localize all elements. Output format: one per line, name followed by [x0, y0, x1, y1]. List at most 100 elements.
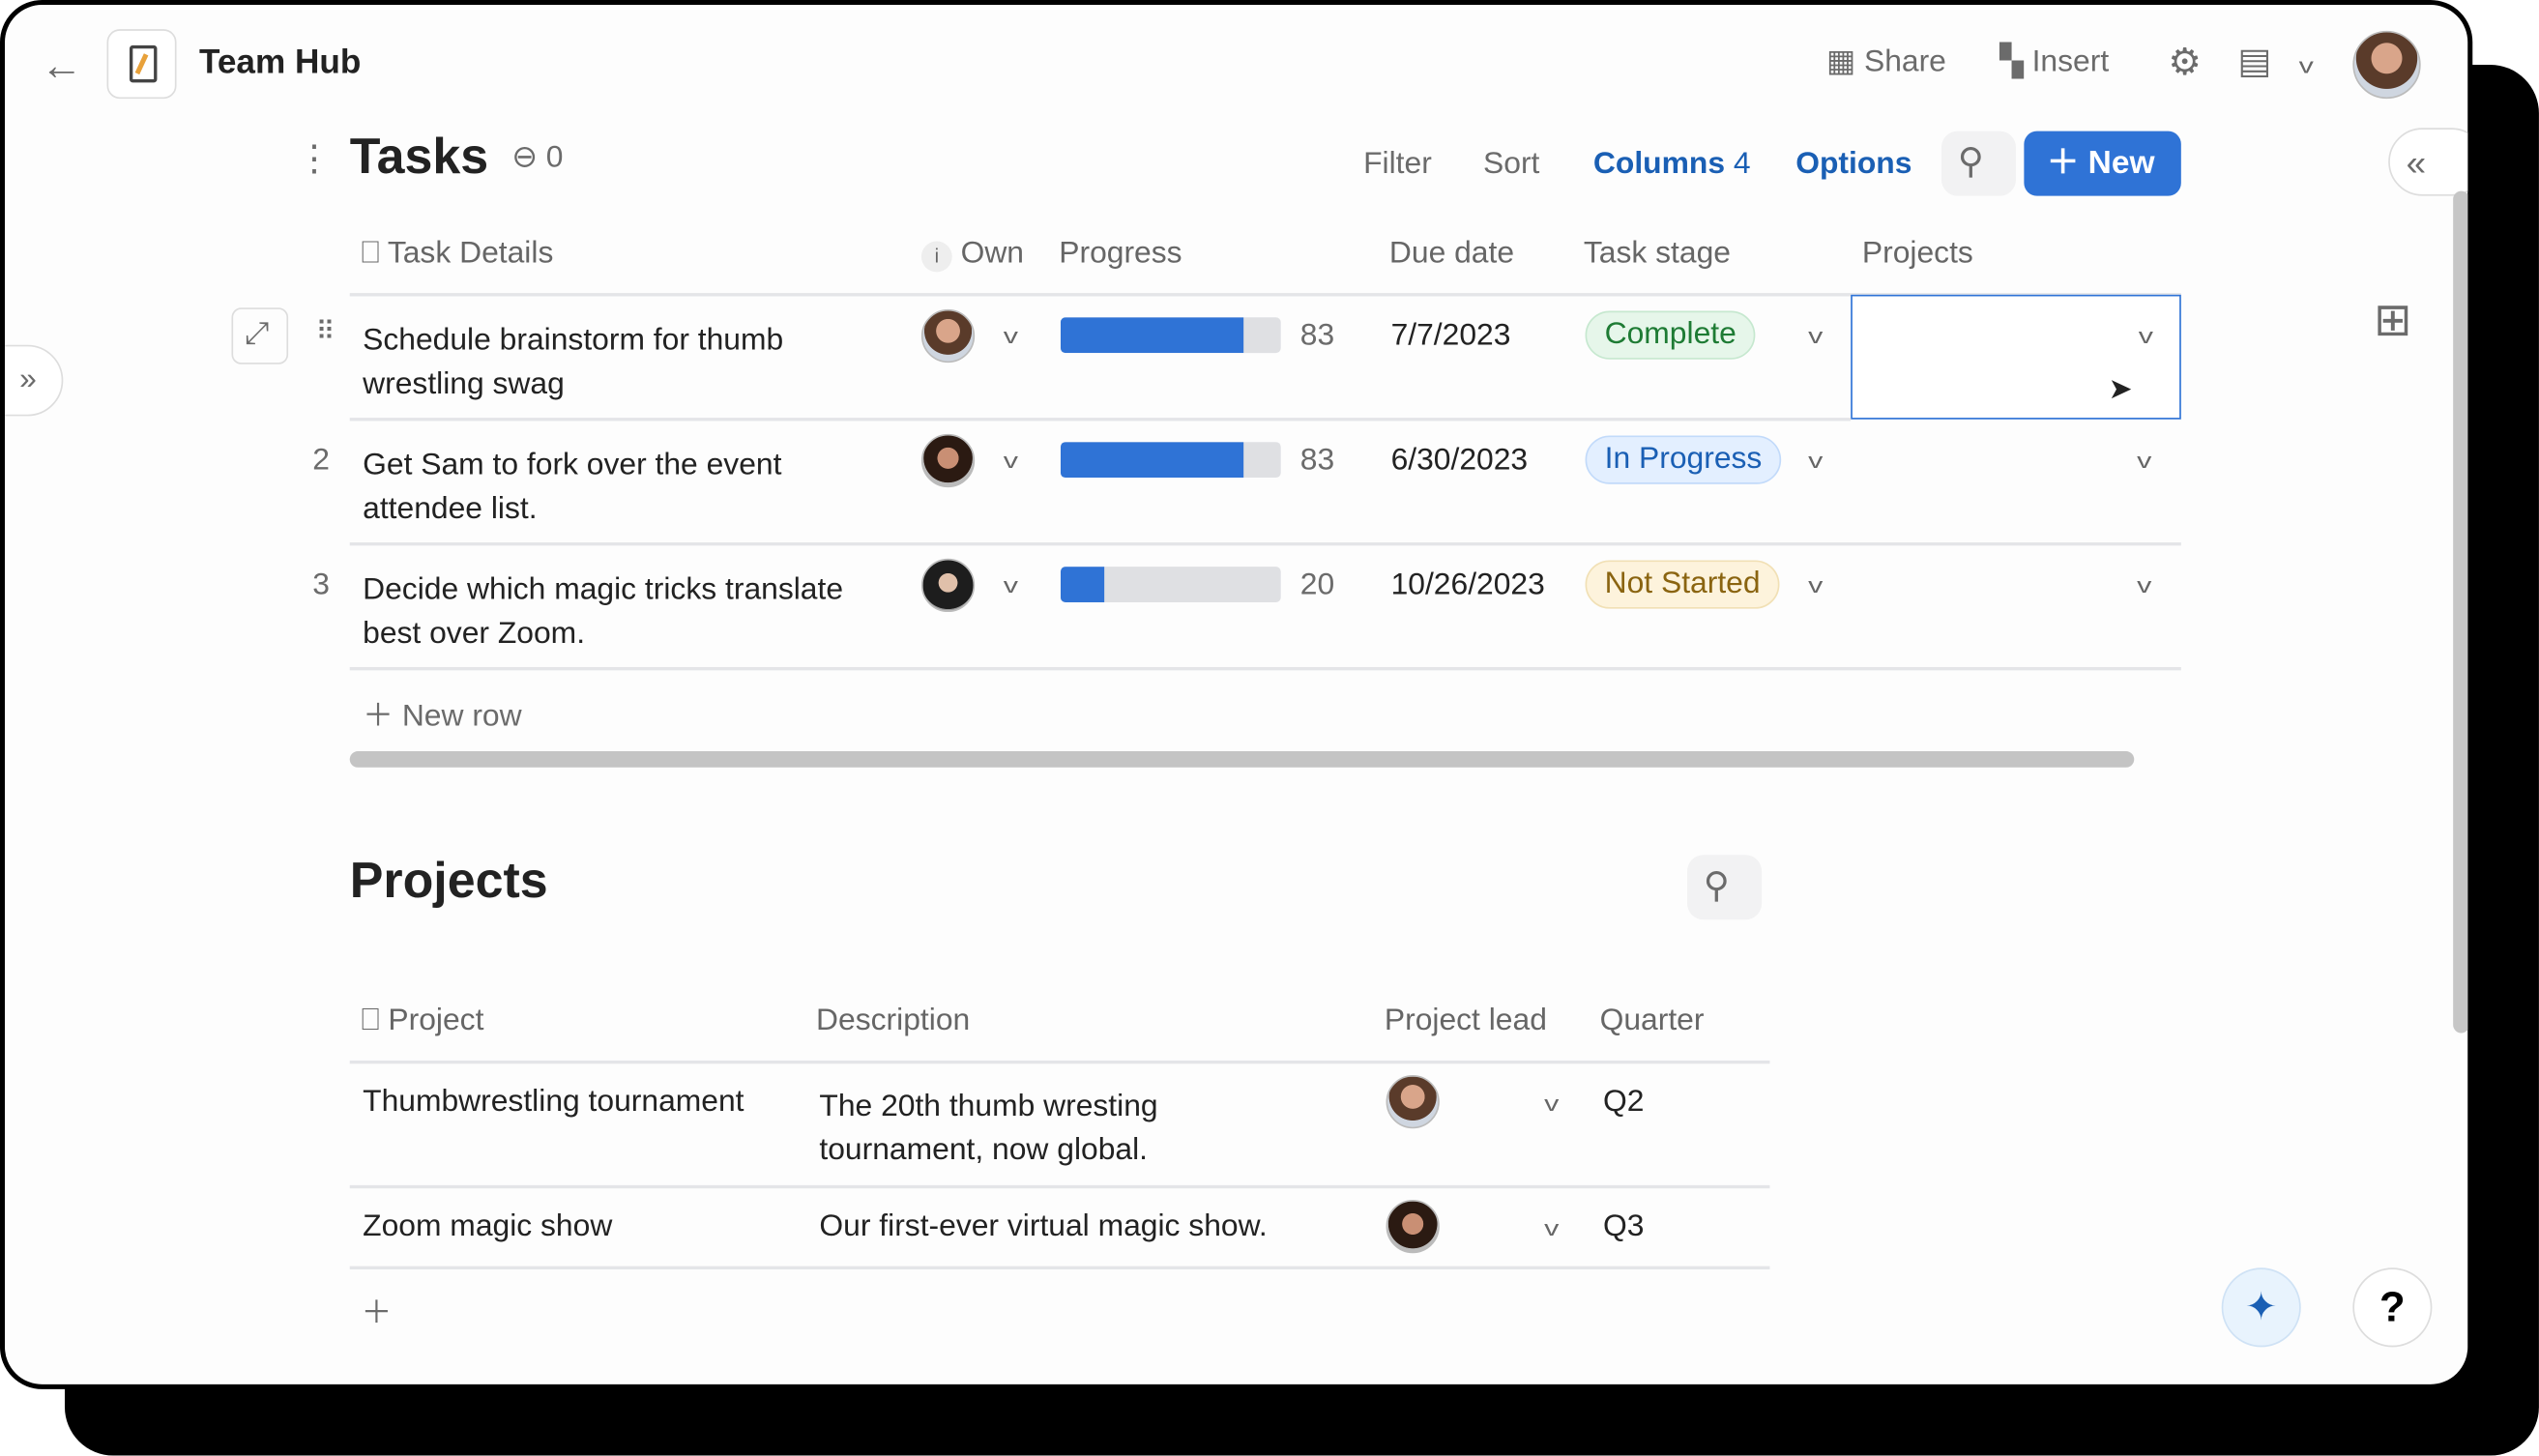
col-task-details[interactable]: ⎕ Task Details: [361, 236, 554, 271]
lead-avatar[interactable]: [1386, 1075, 1440, 1129]
plus-icon: ＋: [363, 699, 394, 734]
more-options-icon[interactable]: ⋮: [296, 137, 333, 179]
divider: [349, 293, 2181, 297]
search-icon: ⚲: [1957, 140, 1984, 182]
progress-fill: [1060, 442, 1243, 479]
new-row-button[interactable]: ＋ New row: [363, 699, 522, 734]
link-count[interactable]: ⊖ 0: [511, 140, 564, 175]
chevron-down-icon[interactable]: v: [1808, 323, 1824, 349]
col-projects[interactable]: Projects: [1861, 236, 1973, 271]
divider: [349, 542, 2181, 546]
bookmark-icon: ⎕: [361, 1004, 380, 1038]
filter-button[interactable]: Filter: [1363, 147, 1432, 182]
projects-cell-selected[interactable]: v ➤: [1851, 294, 2181, 420]
row-number: 2: [312, 443, 330, 479]
project-description[interactable]: Our first-ever virtual magic show.: [819, 1209, 1268, 1244]
back-arrow-icon[interactable]: ←: [40, 40, 83, 90]
gear-icon[interactable]: ⚙: [2168, 40, 2202, 83]
due-date[interactable]: 7/7/2023: [1390, 318, 1511, 354]
divider: [349, 1266, 1770, 1269]
progress-fill: [1060, 317, 1243, 354]
building-icon: ▦: [1826, 44, 1856, 80]
bookmark-icon: ⎕: [361, 236, 380, 271]
stage-badge[interactable]: Not Started: [1585, 560, 1780, 609]
add-comment-icon[interactable]: ⊞: [2374, 294, 2412, 345]
stage-badge[interactable]: In Progress: [1585, 435, 1782, 484]
col-project[interactable]: ⎕ Project: [361, 1004, 484, 1038]
project-name[interactable]: Thumbwrestling tournament: [363, 1085, 744, 1120]
new-button[interactable]: ＋ New: [2024, 131, 2181, 196]
project-quarter[interactable]: Q2: [1602, 1085, 1645, 1120]
add-project-plus-icon[interactable]: ＋: [361, 1296, 393, 1331]
col-due-date[interactable]: Due date: [1388, 236, 1515, 271]
col-project-lead[interactable]: Project lead: [1384, 1004, 1547, 1038]
progress-value: 83: [1299, 443, 1335, 479]
horizontal-scrollbar[interactable]: [349, 751, 2135, 768]
progress-fill: [1060, 567, 1105, 602]
chevron-down-icon[interactable]: v: [1003, 323, 1019, 349]
projects-dropdown[interactable]: v: [2137, 448, 2152, 474]
col-quarter[interactable]: Quarter: [1599, 1004, 1705, 1038]
divider: [349, 1184, 1770, 1189]
drag-handle[interactable]: ⠿: [315, 318, 336, 347]
chevron-down-icon[interactable]: v: [1808, 572, 1824, 597]
chevron-down-icon[interactable]: v: [1808, 448, 1824, 474]
collapse-panel-button[interactable]: «: [2388, 128, 2468, 196]
chevron-down-icon[interactable]: v: [1003, 572, 1019, 597]
chevron-down-icon[interactable]: v: [1544, 1091, 1560, 1116]
tasks-title: Tasks: [349, 128, 489, 185]
task-name[interactable]: Decide which magic tricks translate best …: [363, 572, 844, 652]
chevron-down-icon[interactable]: v: [1544, 1215, 1560, 1240]
grid-icon: ▚: [1999, 44, 2024, 80]
help-button[interactable]: ?: [2352, 1267, 2433, 1348]
vertical-scrollbar[interactable]: [2453, 190, 2468, 1034]
columns-button[interactable]: Columns 4: [1592, 147, 1751, 182]
info-icon: i: [920, 241, 952, 273]
progress-value: 20: [1299, 568, 1335, 602]
doc-icon: [106, 29, 177, 100]
progress-bar[interactable]: [1060, 317, 1281, 354]
owner-avatar[interactable]: [920, 308, 976, 364]
col-task-stage[interactable]: Task stage: [1583, 236, 1731, 271]
progress-value: 83: [1299, 318, 1335, 354]
task-name[interactable]: Get Sam to fork over the event attendee l…: [363, 448, 782, 527]
chevron-down-icon[interactable]: v: [2298, 53, 2314, 78]
progress-bar[interactable]: [1060, 442, 1281, 479]
col-description[interactable]: Description: [816, 1004, 971, 1038]
project-name[interactable]: Zoom magic show: [363, 1209, 613, 1244]
stage-badge[interactable]: Complete: [1585, 310, 1756, 360]
sort-button[interactable]: Sort: [1483, 147, 1540, 182]
mouse-cursor-icon: ➤: [2108, 372, 2133, 405]
col-owner[interactable]: i Own: [920, 237, 1024, 273]
comment-icon[interactable]: ▤: [2237, 40, 2272, 81]
row-number: 3: [312, 568, 330, 602]
due-date[interactable]: 6/30/2023: [1390, 443, 1529, 479]
projects-search-button[interactable]: ⚲: [1687, 855, 1763, 920]
projects-dropdown[interactable]: v: [2137, 572, 2152, 597]
share-button[interactable]: ▦ Share: [1826, 44, 1946, 80]
project-description[interactable]: The 20th thumb wresting tournament, now g…: [819, 1090, 1158, 1168]
owner-avatar[interactable]: [920, 433, 976, 488]
divider: [349, 1060, 1770, 1064]
insert-button[interactable]: ▚ Insert: [1999, 44, 2110, 80]
expand-sidebar-button[interactable]: »: [5, 344, 64, 417]
owner-avatar[interactable]: [920, 558, 976, 613]
ai-sparkle-icon[interactable]: ✦: [2221, 1267, 2301, 1348]
user-avatar[interactable]: [2352, 30, 2421, 100]
divider: [349, 418, 1852, 422]
lead-avatar[interactable]: [1386, 1199, 1440, 1254]
search-icon: ⚲: [1703, 864, 1730, 906]
progress-bar[interactable]: [1060, 567, 1281, 602]
expand-row-icon[interactable]: ⤢: [231, 307, 289, 364]
doc-title: Team Hub: [198, 44, 362, 81]
chevron-down-icon[interactable]: v: [1003, 448, 1019, 474]
link-icon: ⊖: [511, 140, 538, 175]
options-button[interactable]: Options: [1795, 147, 1912, 182]
col-progress[interactable]: Progress: [1059, 236, 1182, 271]
project-quarter[interactable]: Q3: [1602, 1209, 1645, 1244]
app-window: ← Team Hub ▦ Share ▚ Insert ⚙ ▤ v » « ⊞ …: [0, 0, 2473, 1389]
search-button[interactable]: ⚲: [1941, 131, 2017, 196]
chevron-down-icon[interactable]: v: [2138, 323, 2154, 349]
task-name[interactable]: Schedule brainstorm for thumb wrestling s…: [363, 323, 784, 402]
due-date[interactable]: 10/26/2023: [1390, 568, 1545, 602]
